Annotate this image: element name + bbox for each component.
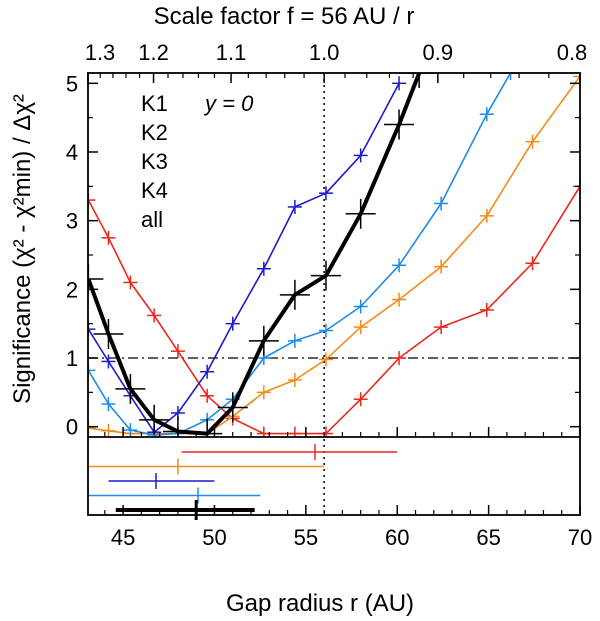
point-k1-12 [434, 320, 449, 335]
point-all-7 [248, 325, 279, 356]
point-k2-11 [392, 292, 407, 307]
series-line-all [88, 73, 422, 436]
point-k3-1 [101, 354, 116, 369]
x-tick-label: 45 [111, 525, 135, 550]
top-tick-label: 0.8 [557, 40, 588, 65]
point-k4-11 [392, 258, 407, 273]
legend-entry-k1: K1 [141, 91, 168, 116]
point-k1-1 [101, 230, 116, 245]
point-k2-12 [434, 259, 449, 274]
point-all-9 [310, 260, 341, 291]
point-k3-10 [353, 148, 368, 163]
y-tick-label: 1 [66, 346, 78, 371]
point-k2-14 [525, 134, 540, 149]
top-tick-label: 1.0 [309, 40, 340, 65]
x-tick-label: 65 [476, 525, 500, 550]
point-k1-8 [287, 426, 302, 437]
point-k3-8 [287, 199, 302, 214]
point-k1-11 [392, 351, 407, 366]
errorbar-k2 [88, 458, 325, 475]
point-k1-5 [200, 388, 215, 403]
point-k3-11 [392, 76, 407, 91]
point-all-11 [384, 109, 415, 140]
point-all-6 [217, 392, 248, 423]
x-tick-label: 50 [202, 525, 226, 550]
legend-entry-k4: K4 [141, 178, 168, 203]
point-k1-2 [123, 275, 138, 290]
point-k4-1 [101, 397, 116, 412]
errorbar-k1 [181, 444, 398, 460]
x-tick-label: 60 [385, 525, 409, 550]
y-tick-label: 2 [66, 277, 78, 302]
annotation-y-equals-0: y = 0 [203, 91, 254, 116]
x-tick-label: 55 [294, 525, 318, 550]
point-all-1 [93, 318, 124, 349]
point-k2-7 [256, 385, 271, 400]
point-k4-13 [479, 107, 494, 122]
y-tick-label: 5 [66, 71, 78, 96]
point-all-2 [115, 373, 146, 404]
point-all-8 [279, 279, 310, 310]
x-axis-title: Gap radius r (AU) [226, 590, 414, 617]
chart-text: 45 50 55 60 65 701.3 1.2 1.1 1.0 0.9 0.8012345Scal… [9, 3, 592, 617]
point-k1-3 [147, 308, 162, 323]
series-line-k2 [88, 75, 580, 435]
errorbar-all [115, 500, 255, 520]
point-k2-1 [101, 423, 116, 437]
point-k4-2 [123, 423, 138, 437]
chart-body [88, 73, 580, 515]
point-k4-10 [353, 299, 368, 314]
point-k1-10 [353, 392, 368, 407]
point-k4-12 [434, 196, 449, 211]
y-axis-title: Significance (χ² - χ²min) / Δχ² [9, 94, 36, 404]
point-k1-4 [170, 344, 185, 359]
series-line-k3 [88, 82, 400, 434]
legend-entry-k3: K3 [141, 149, 168, 174]
point-k4-8 [287, 333, 302, 348]
top-tick-label: 0.9 [423, 40, 454, 65]
top-tick-label: 1.2 [138, 40, 169, 65]
point-k4-14 [503, 73, 518, 80]
point-k3-5 [200, 364, 215, 379]
point-k2-10 [353, 320, 368, 335]
point-k2-8 [287, 372, 302, 387]
series-line-k1 [88, 185, 580, 435]
point-all-3 [139, 404, 170, 435]
point-k2-15 [573, 73, 580, 84]
point-all-5 [192, 418, 223, 437]
point-k4-9 [318, 323, 333, 338]
point-k2-13 [479, 208, 494, 223]
point-k1-14 [525, 256, 540, 271]
top-tick-label: 1.1 [216, 40, 247, 65]
point-k3-6 [225, 316, 240, 331]
point-all-4 [162, 416, 193, 437]
legend-entry-k2: K2 [141, 120, 168, 145]
errorbar-k4 [88, 487, 261, 504]
point-k1-9 [318, 426, 333, 437]
y-tick-label: 4 [66, 140, 78, 165]
y-tick-label: 0 [66, 415, 78, 440]
point-k2-9 [318, 352, 333, 367]
point-all-12 [404, 73, 435, 88]
y-tick-label: 3 [66, 209, 78, 234]
top-axis-title: Scale factor f = 56 AU / r [154, 3, 415, 30]
top-tick-label: 1.3 [85, 40, 116, 65]
plot-frame [87, 72, 581, 516]
point-k3-7 [256, 261, 271, 276]
point-k3-9 [318, 186, 333, 201]
chart-frame [87, 72, 581, 516]
errorbar-k3 [108, 473, 215, 489]
point-k1-13 [479, 302, 494, 317]
point-k1-7 [256, 426, 271, 437]
point-all-10 [345, 198, 376, 229]
x-tick-label: 70 [568, 525, 592, 550]
chart-series [88, 73, 580, 520]
legend-entry-all: all [141, 207, 163, 232]
